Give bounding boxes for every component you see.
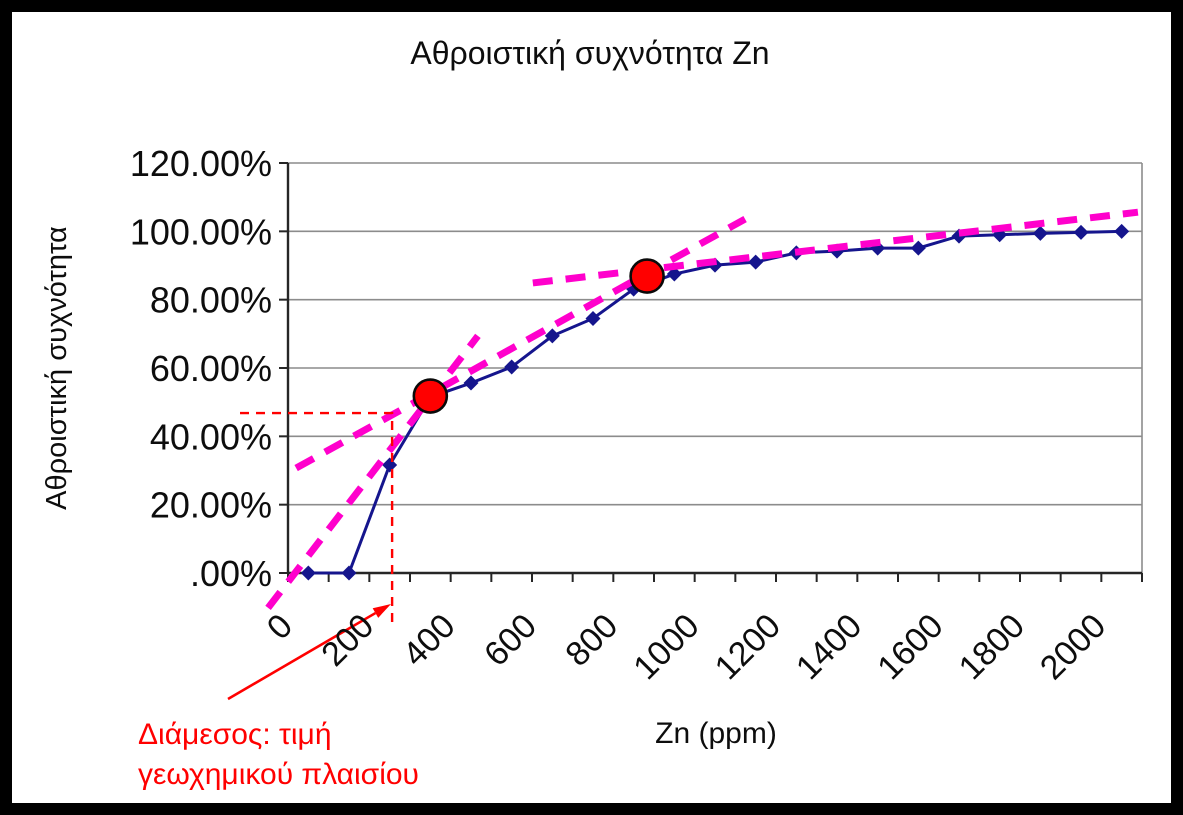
axes (279, 162, 1143, 582)
x-tick-label: 2000 (1033, 607, 1113, 687)
x-tick-label: 600 (477, 607, 544, 674)
x-tick-label: 0 (260, 607, 300, 647)
x-tick-label: 400 (396, 607, 463, 674)
data-point-marker (504, 359, 520, 375)
arrow-shaft (227, 611, 377, 701)
x-tick-label: 1800 (952, 607, 1032, 687)
data-point-marker (300, 565, 316, 581)
y-axis-title: Αθροιστική συχνότητα (41, 226, 73, 510)
median-guide (240, 411, 394, 628)
population-fit-shallow (532, 208, 1139, 287)
data-point-marker (341, 565, 357, 581)
y-tick-label: .00% (190, 553, 272, 594)
gridlines (288, 162, 1143, 573)
y-tick-label: 100.00% (130, 211, 272, 252)
data-point-marker (585, 310, 601, 326)
data-point-marker (1032, 225, 1048, 241)
population-fit-steep (265, 333, 481, 610)
population-fit-middle (294, 215, 747, 472)
x-tick-labels: 0 200 400 600 800 1000 1200 1400 1600 1800 2000 (260, 607, 1114, 687)
x-axis-title: Zn (ppm) (655, 717, 777, 750)
chart-title: Αθροιστική συχνότητα Zn (410, 35, 769, 71)
y-tick-labels: 120.00% 100.00% 80.00% 60.00% 40.00% 20.00% .0… (130, 143, 272, 594)
annotation-arrow (227, 604, 391, 701)
y-tick-label: 40.00% (150, 416, 272, 457)
threshold-1 (412, 378, 449, 414)
median-annotation-line2: γεωχημικού πλαισίου (138, 758, 419, 791)
x-tick-label: 1400 (789, 607, 869, 687)
data-point-marker (910, 240, 926, 256)
x-tick-label: 1000 (626, 607, 706, 687)
data-point-marker (544, 328, 560, 344)
x-tick-label: 1200 (708, 607, 788, 687)
data-point-marker (1073, 224, 1089, 240)
y-tick-label: 20.00% (150, 485, 272, 526)
x-tick-label: 1600 (870, 607, 950, 687)
data-point-marker (1114, 223, 1130, 239)
y-tick-label: 120.00% (130, 143, 272, 184)
data-point-marker (463, 375, 479, 391)
data-point-marker (382, 457, 398, 473)
median-guides (240, 411, 394, 628)
y-tick-label: 80.00% (150, 280, 272, 321)
threshold-2 (629, 258, 665, 294)
trend-lines (265, 208, 1139, 610)
x-tick-label: 800 (558, 607, 625, 674)
inflection-markers (412, 258, 665, 414)
arrow-head (372, 604, 391, 618)
data-point-marker (748, 254, 764, 270)
median-annotation-line1: Διάμεσος: τιμή (138, 718, 332, 751)
y-tick-label: 60.00% (150, 348, 272, 389)
